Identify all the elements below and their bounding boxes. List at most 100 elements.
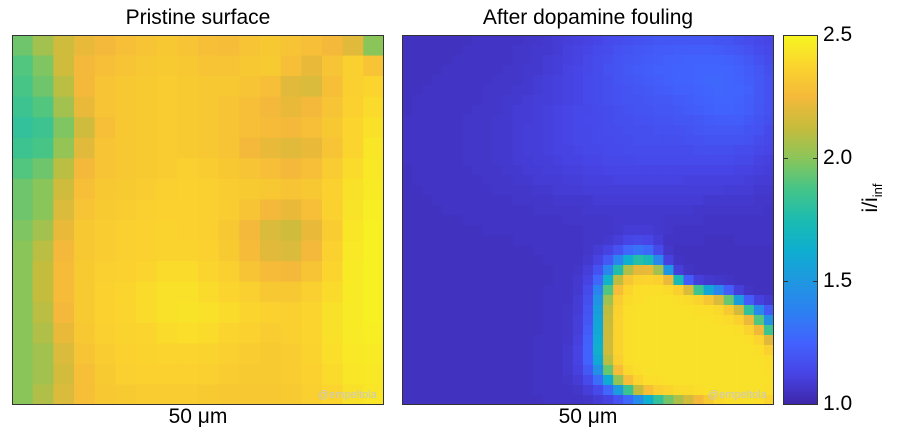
heatmap-cell	[198, 302, 220, 324]
heatmap-cell	[32, 220, 54, 242]
heatmap-cell	[613, 55, 624, 66]
heatmap-cell	[280, 35, 302, 57]
heatmap-cell	[552, 285, 564, 296]
heatmap-cell	[613, 45, 624, 56]
heatmap-cell	[683, 185, 695, 196]
heatmap-cell	[693, 155, 705, 166]
heatmap-cell	[482, 335, 494, 346]
heatmap-cell	[693, 295, 705, 306]
heatmap-cell	[136, 117, 158, 139]
heatmap-cell	[432, 315, 443, 326]
heatmap-cell	[532, 165, 544, 176]
heatmap-cell	[156, 384, 178, 405]
heatmap-cell	[12, 220, 34, 242]
heatmap-cell	[74, 220, 96, 242]
heatmap-cell	[177, 117, 199, 139]
heatmap-cell	[723, 165, 735, 176]
heatmap-cell	[723, 145, 735, 156]
heatmap-cell	[218, 117, 240, 139]
heatmap-cell	[763, 105, 774, 116]
heatmap-cell	[532, 365, 544, 376]
heatmap-cell	[572, 235, 584, 246]
heatmap-cell	[442, 145, 453, 156]
heatmap-cell	[653, 65, 664, 76]
heatmap-cell	[733, 205, 745, 216]
heatmap-cell	[572, 135, 584, 146]
heatmap-cell	[512, 265, 524, 276]
heatmap-cell	[12, 178, 34, 201]
heatmap-cell	[593, 225, 604, 236]
heatmap-cell	[623, 125, 634, 136]
heatmap-cell	[582, 155, 594, 166]
heatmap-cell	[412, 315, 423, 326]
heatmap-cell	[512, 235, 524, 246]
heatmap-cell	[512, 155, 524, 166]
heatmap-cell	[753, 275, 765, 286]
heatmap-cell	[743, 345, 755, 356]
heatmap-cell	[492, 105, 504, 116]
heatmap-cell	[673, 385, 685, 396]
heatmap-cell	[763, 65, 774, 76]
heatmap-cell	[703, 65, 715, 76]
heatmap-cell	[239, 240, 261, 262]
heatmap-cell	[542, 65, 554, 76]
heatmap-cell	[733, 325, 745, 336]
heatmap-cell	[432, 105, 443, 116]
heatmap-cell	[582, 295, 594, 306]
heatmap-cell	[653, 85, 664, 96]
heatmap-cell	[462, 275, 473, 286]
heatmap-cell	[115, 35, 137, 57]
watermark-left: @empeltola	[318, 389, 377, 401]
heatmap-cell	[472, 175, 484, 186]
heatmap-cell	[512, 95, 524, 106]
heatmap-cell	[532, 265, 544, 276]
heatmap-cell	[482, 75, 494, 86]
heatmap-cell	[301, 158, 323, 180]
heatmap-cell	[239, 178, 261, 201]
heatmap-cell	[693, 195, 705, 206]
heatmap-cell	[522, 335, 534, 346]
heatmap-cell	[723, 125, 735, 136]
heatmap-cell	[603, 55, 614, 66]
heatmap-cell	[432, 365, 443, 376]
heatmap-cell	[462, 395, 473, 405]
heatmap-cell	[743, 285, 755, 296]
heatmap-cell	[452, 135, 463, 146]
heatmap-cell	[582, 245, 594, 256]
heatmap-cell	[572, 45, 584, 56]
heatmap-cell	[512, 205, 524, 216]
heatmap-cell	[713, 325, 725, 336]
heatmap-cell	[633, 335, 644, 346]
heatmap-cell	[593, 155, 604, 166]
heatmap-cell	[552, 185, 564, 196]
heatmap-cell	[402, 65, 413, 76]
heatmap-cell	[322, 363, 344, 386]
heatmap-cell	[723, 365, 735, 376]
heatmap-cell	[462, 175, 473, 186]
heatmap-cell	[703, 375, 715, 386]
heatmap-cell	[218, 96, 240, 118]
heatmap-cell	[753, 55, 765, 66]
heatmap-cell	[733, 245, 745, 256]
heatmap-cell	[763, 115, 774, 126]
heatmap-cell	[582, 95, 594, 106]
heatmap-cell	[239, 55, 261, 77]
heatmap-cell	[177, 55, 199, 77]
heatmap-cell	[713, 265, 725, 276]
heatmap-cell	[32, 117, 54, 139]
heatmap-cell	[623, 55, 634, 66]
heatmap-cell	[733, 135, 745, 146]
heatmap-cell	[482, 355, 494, 366]
heatmap-cell	[260, 384, 282, 405]
heatmap-cell	[492, 235, 504, 246]
heatmap-cell	[643, 205, 654, 216]
heatmap-cell	[763, 365, 774, 376]
heatmap-cell	[532, 305, 544, 316]
heatmap-cell	[260, 117, 282, 139]
heatmap-cell	[663, 95, 675, 106]
heatmap-cell	[532, 95, 544, 106]
heatmap-cell	[673, 155, 685, 166]
heatmap-cell	[322, 343, 344, 365]
heatmap-cell	[743, 205, 755, 216]
heatmap-cell	[74, 199, 96, 221]
